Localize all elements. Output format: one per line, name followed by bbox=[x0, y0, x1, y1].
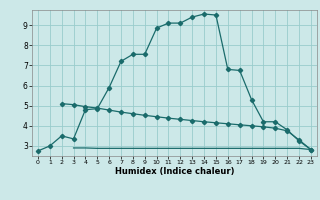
X-axis label: Humidex (Indice chaleur): Humidex (Indice chaleur) bbox=[115, 167, 234, 176]
